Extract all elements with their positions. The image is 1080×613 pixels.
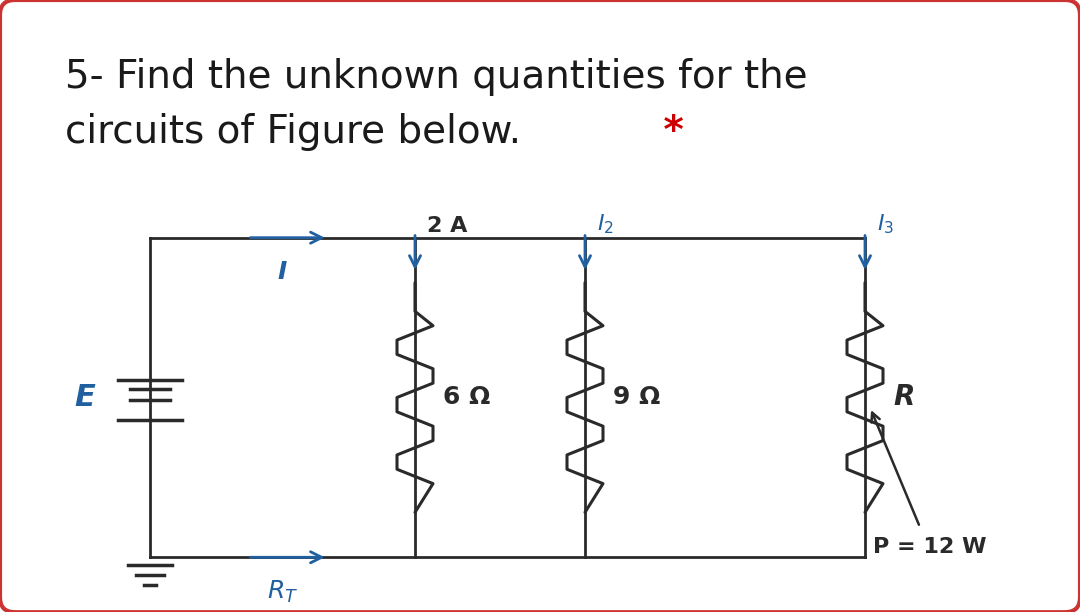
Text: 5- Find the unknown quantities for the: 5- Find the unknown quantities for the <box>65 58 808 96</box>
Text: $I_3$: $I_3$ <box>877 212 894 235</box>
Text: 9 Ω: 9 Ω <box>613 386 660 409</box>
Text: I: I <box>278 260 287 284</box>
Text: circuits of Figure below.: circuits of Figure below. <box>65 113 522 151</box>
Text: R: R <box>893 384 915 411</box>
Text: 6 Ω: 6 Ω <box>443 386 490 409</box>
Text: 2 A: 2 A <box>427 216 468 235</box>
Text: P = 12 W: P = 12 W <box>873 538 986 557</box>
Text: E: E <box>75 383 95 412</box>
Text: $R_T$: $R_T$ <box>267 579 298 606</box>
Text: *: * <box>650 113 684 151</box>
Text: $I_2$: $I_2$ <box>597 212 613 235</box>
